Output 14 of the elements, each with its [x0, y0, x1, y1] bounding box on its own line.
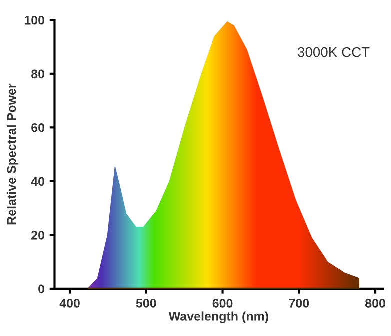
x-tick-label: 800	[366, 299, 386, 308]
x-tick-label: 600	[212, 299, 233, 308]
x-tick-label: 700	[289, 299, 310, 308]
x-tick-label: 400	[60, 299, 80, 308]
y-tick-label: 0	[38, 284, 45, 294]
x-axis-title: Wavelength (nm)	[168, 312, 268, 324]
y-axis-title: Relative Spectral Power	[6, 84, 19, 225]
y-tick-label: 20	[32, 231, 45, 240]
y-tick-label: 80	[32, 70, 45, 79]
y-tick-label: 60	[32, 123, 45, 132]
y-tick-label: 100	[24, 16, 45, 25]
y-tick-label: 40	[31, 177, 45, 186]
x-tick-label: 500	[136, 299, 156, 308]
annotation: 3000K CCT	[298, 47, 370, 58]
